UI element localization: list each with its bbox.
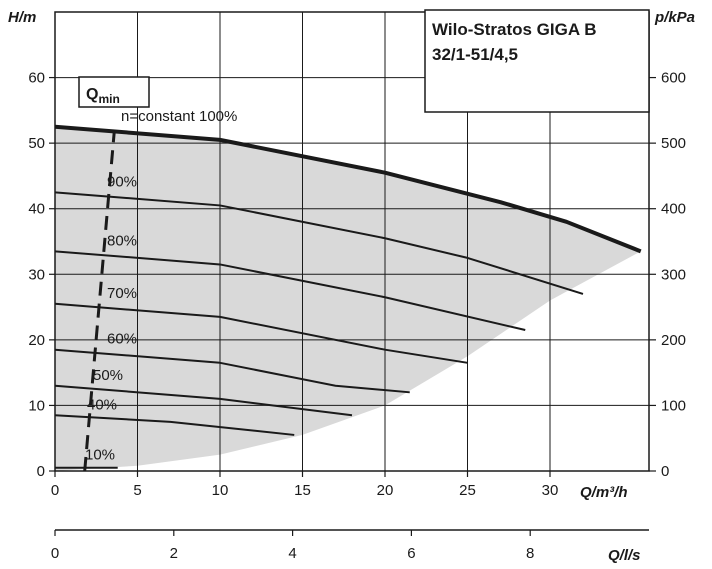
qmin-line xyxy=(83,129,116,472)
curve-6 xyxy=(54,384,353,417)
y-tick-label-right: 200 xyxy=(661,332,686,349)
curve-label-4: 70% xyxy=(107,285,137,302)
x-tick-label: 0 xyxy=(51,482,59,499)
x-axis-label-secondary: Q/l/s xyxy=(608,547,641,564)
chart-title-line1: Wilo-Stratos GIGA B xyxy=(432,20,597,39)
y-tick-label-right: 300 xyxy=(661,266,686,283)
curve-label-1: n=constant 100% xyxy=(121,108,237,125)
curve-1 xyxy=(54,124,642,254)
y-tick-label-right: 0 xyxy=(661,463,669,480)
curve-3 xyxy=(54,250,526,331)
curve-label-2: 90% xyxy=(107,173,137,190)
curve-label-8: 10% xyxy=(85,447,115,464)
y-tick-label-left: 60 xyxy=(28,70,45,87)
y-tick-label-left: 50 xyxy=(28,135,45,152)
y-tick-label-right: 500 xyxy=(661,135,686,152)
x-tick-label: 10 xyxy=(212,482,229,499)
secondary-tick-label: 0 xyxy=(51,545,59,562)
y-tick-label-left: 30 xyxy=(28,266,45,283)
curve-7 xyxy=(54,414,295,436)
curve-label-5: 60% xyxy=(107,331,137,348)
qmin-label: Qmin xyxy=(86,86,120,106)
x-tick-label: 25 xyxy=(459,482,476,499)
y-tick-label-left: 0 xyxy=(37,463,45,480)
curve-5 xyxy=(54,348,410,394)
title-box xyxy=(424,9,650,113)
x-tick-label: 20 xyxy=(377,482,394,499)
qmin-box xyxy=(78,76,150,108)
secondary-tick-label: 2 xyxy=(170,545,178,562)
y-tick-label-left: 20 xyxy=(28,332,45,349)
x-axis-label: Q/m³/h xyxy=(580,484,628,501)
curve-4 xyxy=(54,302,468,364)
curve-label-3: 80% xyxy=(107,232,137,249)
plot-frame xyxy=(54,11,650,472)
x-tick-label: 5 xyxy=(133,482,141,499)
y-tick-label-right: 100 xyxy=(661,397,686,414)
secondary-tick-label: 8 xyxy=(526,545,534,562)
y-tick-label-right: 400 xyxy=(661,201,686,218)
curve-label-6: 50% xyxy=(93,367,123,384)
y-tick-label-right: 600 xyxy=(661,70,686,87)
x-tick-label: 30 xyxy=(542,482,559,499)
curve-2 xyxy=(54,191,584,295)
y-tick-label-left: 40 xyxy=(28,201,45,218)
y-axis-label-left: H/m xyxy=(8,9,36,26)
secondary-tick-label: 6 xyxy=(407,545,415,562)
y-axis-label-right: p/kPa xyxy=(654,9,695,26)
y-tick-label-left: 10 xyxy=(28,397,45,414)
x-tick-label: 15 xyxy=(294,482,311,499)
operating-range-area xyxy=(55,126,641,471)
chart-title-line2: 32/1-51/4,5 xyxy=(432,45,518,64)
secondary-tick-label: 4 xyxy=(288,545,296,562)
curve-label-7: 40% xyxy=(87,396,117,413)
